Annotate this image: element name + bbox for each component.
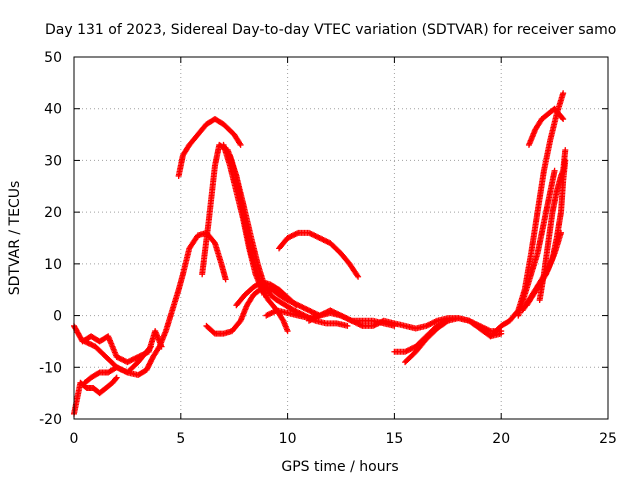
data-point xyxy=(559,115,566,122)
plot-frame xyxy=(73,56,609,420)
data-point xyxy=(147,344,154,351)
y-tick-label: 10 xyxy=(44,257,62,273)
data-point xyxy=(355,273,362,280)
y-tick-label: 20 xyxy=(44,205,62,221)
data-point xyxy=(391,322,398,329)
y-tick-label: 40 xyxy=(44,102,62,118)
data-point xyxy=(284,328,291,335)
data-point xyxy=(237,141,244,148)
data-point xyxy=(560,116,567,123)
data-point xyxy=(344,322,351,329)
y-tick-label: -20 xyxy=(39,412,62,428)
data-point xyxy=(293,302,300,309)
chart-title: Day 131 of 2023, Sidereal Day-to-day VTE… xyxy=(45,22,616,38)
series-sat-t xyxy=(525,105,567,148)
data-point xyxy=(112,375,119,382)
series-sat-u xyxy=(536,147,569,304)
series-sat-j xyxy=(233,278,300,309)
x-tick-label: 15 xyxy=(385,431,403,447)
x-axis-title: GPS time / hours xyxy=(281,459,398,475)
x-tick-label: 25 xyxy=(599,431,617,447)
series-sat-b xyxy=(71,374,120,417)
x-tick-label: 0 xyxy=(70,431,79,447)
series-sat-o xyxy=(402,317,451,366)
data-point xyxy=(147,343,154,350)
data-point xyxy=(222,276,229,283)
data-point xyxy=(236,140,243,147)
x-tick-label: 5 xyxy=(176,431,185,447)
y-tick-label: -10 xyxy=(39,360,62,376)
data-point xyxy=(551,167,558,174)
series-sat-e xyxy=(175,116,244,179)
data-point xyxy=(498,330,505,337)
series-sat-d xyxy=(81,338,154,376)
x-tick-label: 10 xyxy=(279,431,297,447)
series-sat-p xyxy=(487,90,567,340)
y-tick-label: 0 xyxy=(53,309,62,325)
y-tick-label: 50 xyxy=(44,50,62,66)
data-point xyxy=(444,317,451,324)
y-tick-label: 30 xyxy=(44,153,62,169)
x-tick-label: 20 xyxy=(492,431,510,447)
data-point xyxy=(292,301,299,308)
series-sat-m xyxy=(305,307,398,329)
data-point xyxy=(443,318,450,325)
data-point xyxy=(562,147,569,154)
data-point xyxy=(354,272,361,279)
y-axis-title: SDTVAR / TECUs xyxy=(7,181,23,296)
gridlines xyxy=(74,57,608,419)
series-sat-k xyxy=(276,229,362,280)
data-point xyxy=(113,374,120,381)
series-sat-q xyxy=(515,167,558,319)
series-sat-h xyxy=(226,152,351,329)
data-point xyxy=(560,90,567,97)
data-points xyxy=(71,90,569,417)
